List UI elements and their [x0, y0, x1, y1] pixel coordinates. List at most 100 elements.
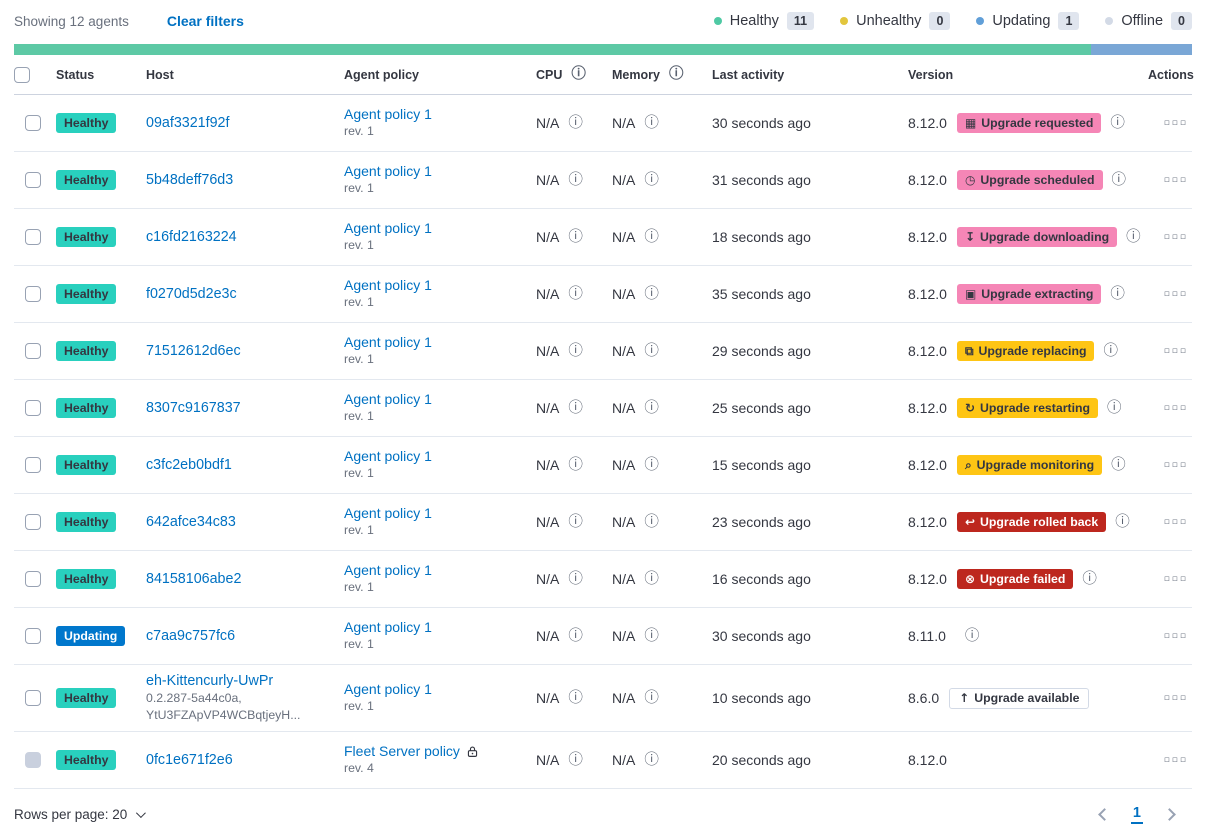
actions-menu-button[interactable]: ▫▫▫ — [1163, 289, 1188, 299]
info-icon[interactable]: ⓘ — [644, 751, 659, 768]
info-icon[interactable]: ⓘ — [568, 513, 583, 530]
arrow-up-icon: ↑ — [959, 691, 970, 706]
info-icon[interactable]: ⓘ — [644, 627, 659, 644]
row-checkbox[interactable] — [25, 286, 41, 302]
info-icon[interactable]: ⓘ — [568, 689, 583, 706]
row-checkbox[interactable] — [25, 172, 41, 188]
info-icon[interactable]: ⓘ — [571, 66, 586, 83]
info-icon[interactable]: ⓘ — [568, 342, 583, 359]
info-icon[interactable]: ⓘ — [568, 399, 583, 416]
info-icon[interactable]: ⓘ — [668, 66, 684, 83]
agent-policy-link[interactable]: Agent policy 1 — [344, 391, 432, 408]
info-icon[interactable]: ⓘ — [1107, 399, 1122, 416]
host-link[interactable]: 0fc1e671f2e6 — [146, 752, 233, 769]
info-icon[interactable]: ⓘ — [644, 171, 659, 188]
host-link[interactable]: 71512612d6ec — [146, 343, 241, 359]
info-icon[interactable]: ⓘ — [644, 114, 659, 131]
actions-menu-button[interactable]: ▫▫▫ — [1163, 232, 1188, 242]
actions-menu-button[interactable]: ▫▫▫ — [1163, 460, 1188, 470]
agent-version: 8.12.0 — [908, 343, 947, 359]
rows-per-page-selector[interactable]: Rows per page: 20 — [14, 807, 147, 822]
row-checkbox[interactable] — [25, 690, 41, 707]
clear-filters-link[interactable]: Clear filters — [166, 13, 244, 29]
status-badge: Healthy — [56, 113, 117, 133]
info-icon[interactable]: ⓘ — [568, 456, 583, 473]
actions-menu-button[interactable]: ▫▫▫ — [1163, 118, 1188, 128]
actions-menu-button[interactable]: ▫▫▫ — [1163, 403, 1188, 413]
info-icon[interactable]: ⓘ — [1110, 285, 1125, 302]
table-row: Healthy 09af3321f92f Agent policy 1 rev.… — [14, 95, 1192, 152]
upgrade-badge: ◷ Upgrade scheduled — [956, 170, 1103, 190]
agent-policy-link[interactable]: Agent policy 1 — [344, 220, 432, 237]
row-checkbox[interactable] — [25, 571, 41, 587]
row-checkbox[interactable] — [25, 229, 41, 245]
info-icon[interactable]: ⓘ — [568, 285, 583, 302]
host-link[interactable]: eh-Kittencurly-UwPr — [146, 673, 274, 689]
info-icon[interactable]: ⓘ — [644, 399, 659, 416]
info-icon[interactable]: ⓘ — [644, 342, 659, 359]
actions-menu-button[interactable]: ▫▫▫ — [1163, 631, 1188, 641]
row-checkbox[interactable] — [25, 514, 41, 530]
actions-menu-button[interactable]: ▫▫▫ — [1163, 755, 1188, 766]
row-checkbox[interactable] — [25, 400, 41, 416]
agent-policy-link[interactable]: Agent policy 1 — [344, 106, 432, 123]
cpu-value: N/A — [536, 628, 560, 644]
info-icon[interactable]: ⓘ — [568, 114, 583, 131]
actions-menu-button[interactable]: ▫▫▫ — [1163, 574, 1188, 584]
host-link[interactable]: 642afce34c83 — [146, 514, 236, 530]
host-link[interactable]: 84158106abe2 — [146, 571, 242, 587]
info-icon[interactable]: ⓘ — [1111, 456, 1126, 473]
agent-policy-link[interactable]: Fleet Server policy — [344, 743, 460, 760]
actions-menu-button[interactable]: ▫▫▫ — [1163, 693, 1188, 704]
last-activity: 18 seconds ago — [712, 229, 811, 245]
select-all-checkbox[interactable] — [14, 66, 30, 83]
previous-page-button[interactable] — [1098, 808, 1111, 822]
row-checkbox[interactable] — [25, 343, 41, 359]
info-icon[interactable]: ⓘ — [1110, 114, 1125, 131]
host-link[interactable]: 8307c9167837 — [146, 400, 241, 416]
host-link[interactable]: 5b48deff76d3 — [146, 172, 234, 188]
info-icon[interactable]: ⓘ — [1115, 513, 1130, 530]
host-link[interactable]: f0270d5d2e3c — [146, 286, 237, 302]
host-link[interactable]: c16fd2163224 — [146, 229, 237, 245]
agent-policy-link[interactable]: Agent policy 1 — [344, 505, 432, 522]
agent-policy-link[interactable]: Agent policy 1 — [344, 448, 432, 465]
info-icon[interactable]: ⓘ — [1126, 228, 1141, 245]
info-icon[interactable]: ⓘ — [644, 456, 659, 473]
page-number-1[interactable]: 1 — [1130, 805, 1143, 825]
agent-policy-link[interactable]: Agent policy 1 — [344, 619, 432, 636]
agent-policy-link[interactable]: Agent policy 1 — [344, 562, 432, 579]
agent-policy-link[interactable]: Agent policy 1 — [344, 681, 432, 698]
actions-menu-button[interactable]: ▫▫▫ — [1163, 175, 1188, 185]
info-icon[interactable]: ⓘ — [1103, 342, 1118, 359]
info-icon[interactable]: ⓘ — [568, 228, 583, 245]
agent-policy-link[interactable]: Agent policy 1 — [344, 163, 432, 180]
info-icon[interactable]: ⓘ — [644, 228, 659, 245]
host-link[interactable]: c3fc2eb0bdf1 — [146, 457, 232, 473]
row-checkbox[interactable] — [25, 752, 41, 769]
info-icon[interactable]: ⓘ — [644, 689, 659, 706]
info-icon[interactable]: ⓘ — [568, 570, 583, 587]
info-icon[interactable]: ⓘ — [568, 751, 583, 768]
row-checkbox[interactable] — [25, 457, 41, 473]
policy-revision: rev. 1 — [344, 523, 374, 538]
info-icon[interactable]: ⓘ — [568, 171, 583, 188]
actions-menu-button[interactable]: ▫▫▫ — [1163, 517, 1188, 527]
info-icon[interactable]: ⓘ — [644, 285, 659, 302]
info-icon[interactable]: ⓘ — [644, 513, 659, 530]
info-icon[interactable]: ⓘ — [568, 627, 583, 644]
row-checkbox[interactable] — [25, 628, 41, 644]
policy-revision: rev. 1 — [344, 580, 374, 595]
host-link[interactable]: 09af3321f92f — [146, 115, 230, 131]
agent-policy-link[interactable]: Agent policy 1 — [344, 334, 432, 351]
info-icon[interactable]: ⓘ — [644, 570, 659, 587]
agent-policy-link[interactable]: Agent policy 1 — [344, 277, 432, 294]
info-icon[interactable]: ⓘ — [964, 627, 980, 644]
row-checkbox[interactable] — [25, 115, 41, 131]
info-icon[interactable]: ⓘ — [1082, 570, 1097, 587]
next-page-button[interactable] — [1163, 808, 1176, 822]
info-icon[interactable]: ⓘ — [1111, 171, 1127, 188]
host-link[interactable]: c7aa9c757fc6 — [146, 628, 236, 644]
actions-menu-button[interactable]: ▫▫▫ — [1163, 346, 1188, 356]
col-header-actions: Actions — [1148, 67, 1194, 82]
